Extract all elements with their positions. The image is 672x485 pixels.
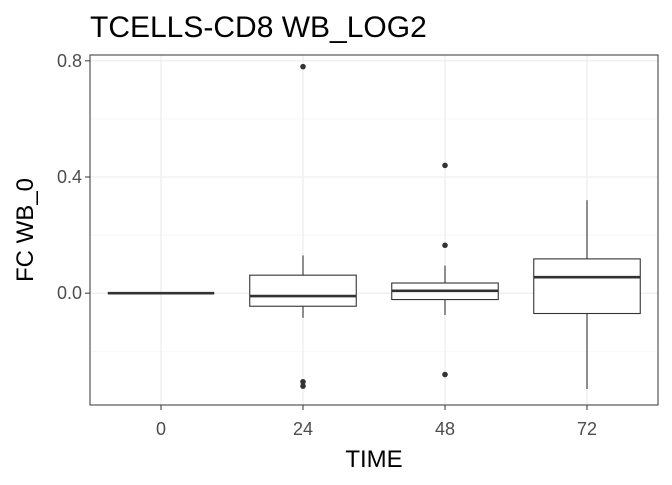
- y-axis-title: FC WB_0: [12, 178, 39, 282]
- outlier-point: [442, 371, 448, 378]
- box-group-24: [249, 63, 357, 389]
- box-series: [107, 63, 641, 390]
- box-iqr: [249, 274, 357, 307]
- x-tick-label: 72: [577, 419, 597, 439]
- outlier-point: [300, 378, 306, 385]
- box-iqr: [533, 258, 641, 315]
- outlier-point: [300, 63, 306, 70]
- y-tick-label: 0.0: [57, 283, 82, 303]
- box-group-72: [533, 200, 641, 390]
- x-tick-label: 48: [435, 419, 455, 439]
- box-group-48: [391, 162, 499, 378]
- axes: 0.0 0.4 0.8 0 24 48 72: [57, 51, 597, 439]
- plot-panel-border: [89, 54, 659, 406]
- y-tick-label: 0.8: [57, 51, 82, 71]
- x-tick-label: 0: [156, 419, 166, 439]
- x-tick-label: 24: [293, 419, 313, 439]
- chart-title: TCELLS-CD8 WB_LOG2: [90, 11, 427, 44]
- grid-lines: [90, 55, 658, 405]
- outlier-point: [442, 162, 448, 169]
- outlier-point: [300, 383, 306, 389]
- y-tick-label: 0.4: [57, 167, 82, 187]
- x-axis-title: TIME: [345, 446, 402, 473]
- outlier-point: [442, 242, 448, 249]
